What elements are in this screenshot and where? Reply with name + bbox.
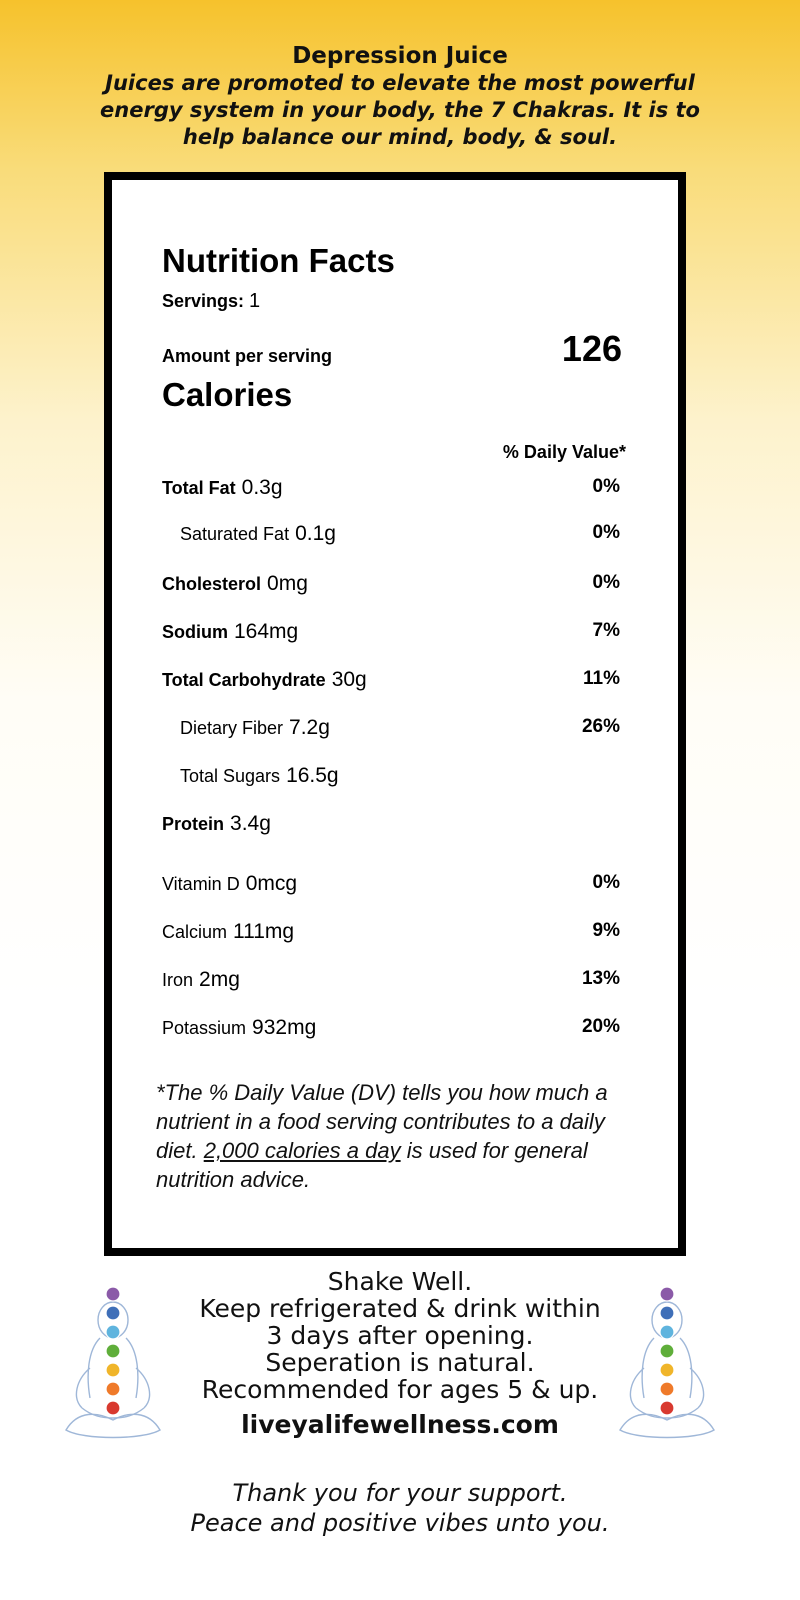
nutrient-amount: 0.1g [295,522,336,545]
chakra-dot [105,1305,121,1321]
nutrient-amount: 16.5g [286,764,339,787]
amount-per-serving: Amount per serving [162,346,333,366]
thanks-line: Thank you for your support. [232,1479,568,1507]
nutrient-amount: 0.3g [241,476,283,499]
nutrient-dv: 9% [592,920,620,941]
nutrient-name: Vitamin D [162,874,240,894]
chakra-dots [659,1286,675,1416]
header: Depression Juice Juices are promoted to … [0,42,800,151]
nutrient-row: Iron 2mg 13% [162,968,620,998]
nutrient-name: Total Fat [162,478,236,498]
chakra-dot [105,1343,121,1359]
nutrient-row: Saturated Fat 0.1g 0% [180,522,620,552]
footnote-underlined: 2,000 calories a day [203,1138,401,1163]
footnote-text: *The % Daily Value (DV) tells you how mu… [156,1080,608,1163]
chakra-dot [659,1286,675,1302]
meditating-chakra-figure-icon [619,1286,715,1439]
nutrient-name: Total Carbohydrate [162,670,326,690]
nutrient-name: Cholesterol [162,574,262,594]
nutrient-name: Protein [162,814,225,834]
nutrient-amount: 3.4g [230,812,271,835]
nutrient-row: Calcium 111mg 9% [162,920,620,950]
nutrition-facts-title: Nutrition Facts [162,242,395,279]
nutrient-amount: 2mg [199,968,240,991]
chakra-dot [105,1324,121,1340]
nutrient-dv: 26% [581,716,620,737]
nutrient-dv: 11% [583,668,620,689]
calories-label: Calories [162,376,293,413]
nutrient-name: Potassium [162,1018,247,1038]
thanks-line: Peace and positive vibes unto you. [190,1509,610,1537]
chakra-dot [659,1343,675,1359]
servings: Servings: 1 [162,290,260,313]
nutrient-dv: 7% [592,620,620,641]
chakra-dot [105,1381,121,1397]
servings-value: 1 [249,290,261,312]
storage-instructions: Shake Well. Keep refrigerated & drink wi… [0,1268,800,1403]
nutrient-row: Cholesterol 0mg 0% [162,572,620,602]
thank-you-message: Thank you for your support. Peace and po… [0,1478,800,1538]
nutrient-amount: 164mg [234,620,299,643]
nutrient-dv: 13% [581,968,620,989]
nutrient-name: Total Sugars [180,766,281,786]
nutrient-amount: 932mg [252,1016,317,1039]
nutrient-dv: 20% [581,1016,620,1037]
instruction-line: Shake Well. [327,1267,473,1296]
nutrient-amount: 30g [331,668,367,691]
nutrient-name: Sodium [162,622,228,642]
nutrient-amount: 0mg [267,572,308,595]
nutrient-name: Dietary Fiber [180,718,284,738]
nutrient-row: Total Carbohydrate 30g 11% [162,668,620,698]
daily-value-header: % Daily Value* [502,442,626,462]
nutrient-row: Potassium 932mg 20% [162,1016,620,1046]
nutrient-dv: 0% [592,872,620,893]
chakra-dot [659,1305,675,1321]
nutrient-dv: 0% [592,476,620,497]
instruction-line: Recommended for ages 5 & up. [201,1375,599,1404]
nutrient-row: Total Sugars 16.5g [180,764,620,794]
nutrient-row: Protein 3.4g [162,812,620,842]
instruction-line: Seperation is natural. [265,1348,535,1377]
footnote-text-end: is used for general nutrition advice. [156,1138,588,1192]
chakra-dot [659,1362,675,1378]
chakra-dot [105,1362,121,1378]
chakra-dot [659,1400,675,1416]
website-link[interactable]: liveyalifewellness.com [241,1410,559,1439]
product-subtitle: Juices are promoted to elevate the most … [100,71,700,149]
chakra-dot [105,1286,121,1302]
nutrient-amount: 7.2g [289,716,330,739]
chakra-dot [659,1381,675,1397]
nutrient-name: Iron [162,970,194,990]
daily-value-footnote: *The % Daily Value (DV) tells you how mu… [156,1078,626,1194]
chakra-dots [105,1286,121,1416]
nutrient-row: Sodium 164mg 7% [162,620,620,650]
nutrient-name: Saturated Fat [180,524,290,544]
nutrition-label: Nutrition Facts Servings: 1 Amount per s… [104,172,686,1256]
nutrient-row: Dietary Fiber 7.2g 26% [180,716,620,746]
instruction-line: Keep refrigerated & drink within [199,1294,601,1323]
calories-value: 126 [561,328,622,369]
nutrient-amount: 111mg [233,920,295,943]
servings-label: Servings: [162,291,245,311]
nutrient-dv: 0% [592,522,620,543]
product-title: Depression Juice [292,43,508,69]
meditating-chakra-figure-icon [65,1286,161,1439]
chakra-dot [105,1400,121,1416]
nutrient-dv: 0% [592,572,620,593]
nutrient-amount: 0mcg [245,872,298,895]
chakra-dot [659,1324,675,1340]
nutrient-row: Total Fat 0.3g 0% [162,476,620,506]
nutrient-name: Calcium [162,922,228,942]
instruction-line: 3 days after opening. [266,1321,534,1350]
nutrient-row: Vitamin D 0mcg 0% [162,872,620,902]
